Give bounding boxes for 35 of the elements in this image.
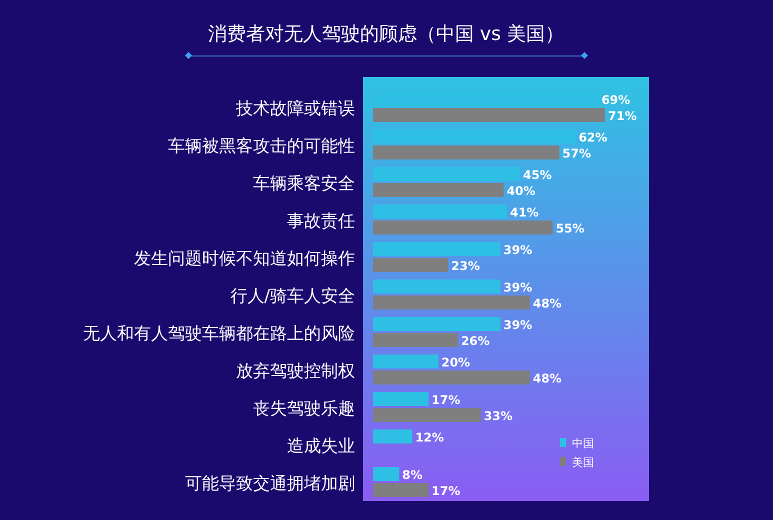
data-label: 40% <box>506 184 536 198</box>
data-label: 17% <box>432 484 460 498</box>
data-label: 41% <box>510 206 539 220</box>
title: 消费者对无人驾驶的顾虑（中国 vs 美国） <box>208 23 564 45</box>
data-label: 23% <box>451 259 480 273</box>
data-label: 39% <box>503 280 532 294</box>
legend-label: 美国 <box>572 456 594 469</box>
category: 丧失驾驶乐趣 <box>253 399 355 419</box>
category: 车辆乘客安全 <box>253 174 355 194</box>
data-label: 39% <box>503 318 532 332</box>
category: 事故责任 <box>287 212 355 232</box>
category: 放弃驾驶控制权 <box>236 362 355 382</box>
data-label: 55% <box>556 222 584 236</box>
category: 行人/骑车人安全 <box>230 286 355 306</box>
data-label: 45% <box>523 168 552 182</box>
category: 技术故障或错误 <box>236 99 355 119</box>
category: 无人和有人驾驶车辆都在路上的风险 <box>83 324 355 344</box>
data-label: 39% <box>503 243 532 257</box>
category: 车辆被黑客攻击的可能性 <box>168 136 355 156</box>
data-label: 33% <box>484 409 513 423</box>
data-label: 48% <box>532 296 562 310</box>
category: 造成失业 <box>287 436 355 456</box>
category: 可能导致交通拥堵加剧 <box>185 474 355 494</box>
data-label: 57% <box>562 146 591 160</box>
data-label: 62% <box>578 130 608 144</box>
data-label: 20% <box>441 356 470 370</box>
legend-label: 中国 <box>572 437 594 450</box>
data-label: 26% <box>460 334 490 348</box>
data-label: 48% <box>532 372 562 386</box>
data-label: 12% <box>415 430 444 444</box>
data-label: 17% <box>432 393 460 407</box>
data-label: 8% <box>402 468 423 482</box>
data-label: 71% <box>608 109 637 123</box>
data-label: 69% <box>601 93 630 107</box>
category: 发生问题时候不知道如何操作 <box>134 249 355 269</box>
